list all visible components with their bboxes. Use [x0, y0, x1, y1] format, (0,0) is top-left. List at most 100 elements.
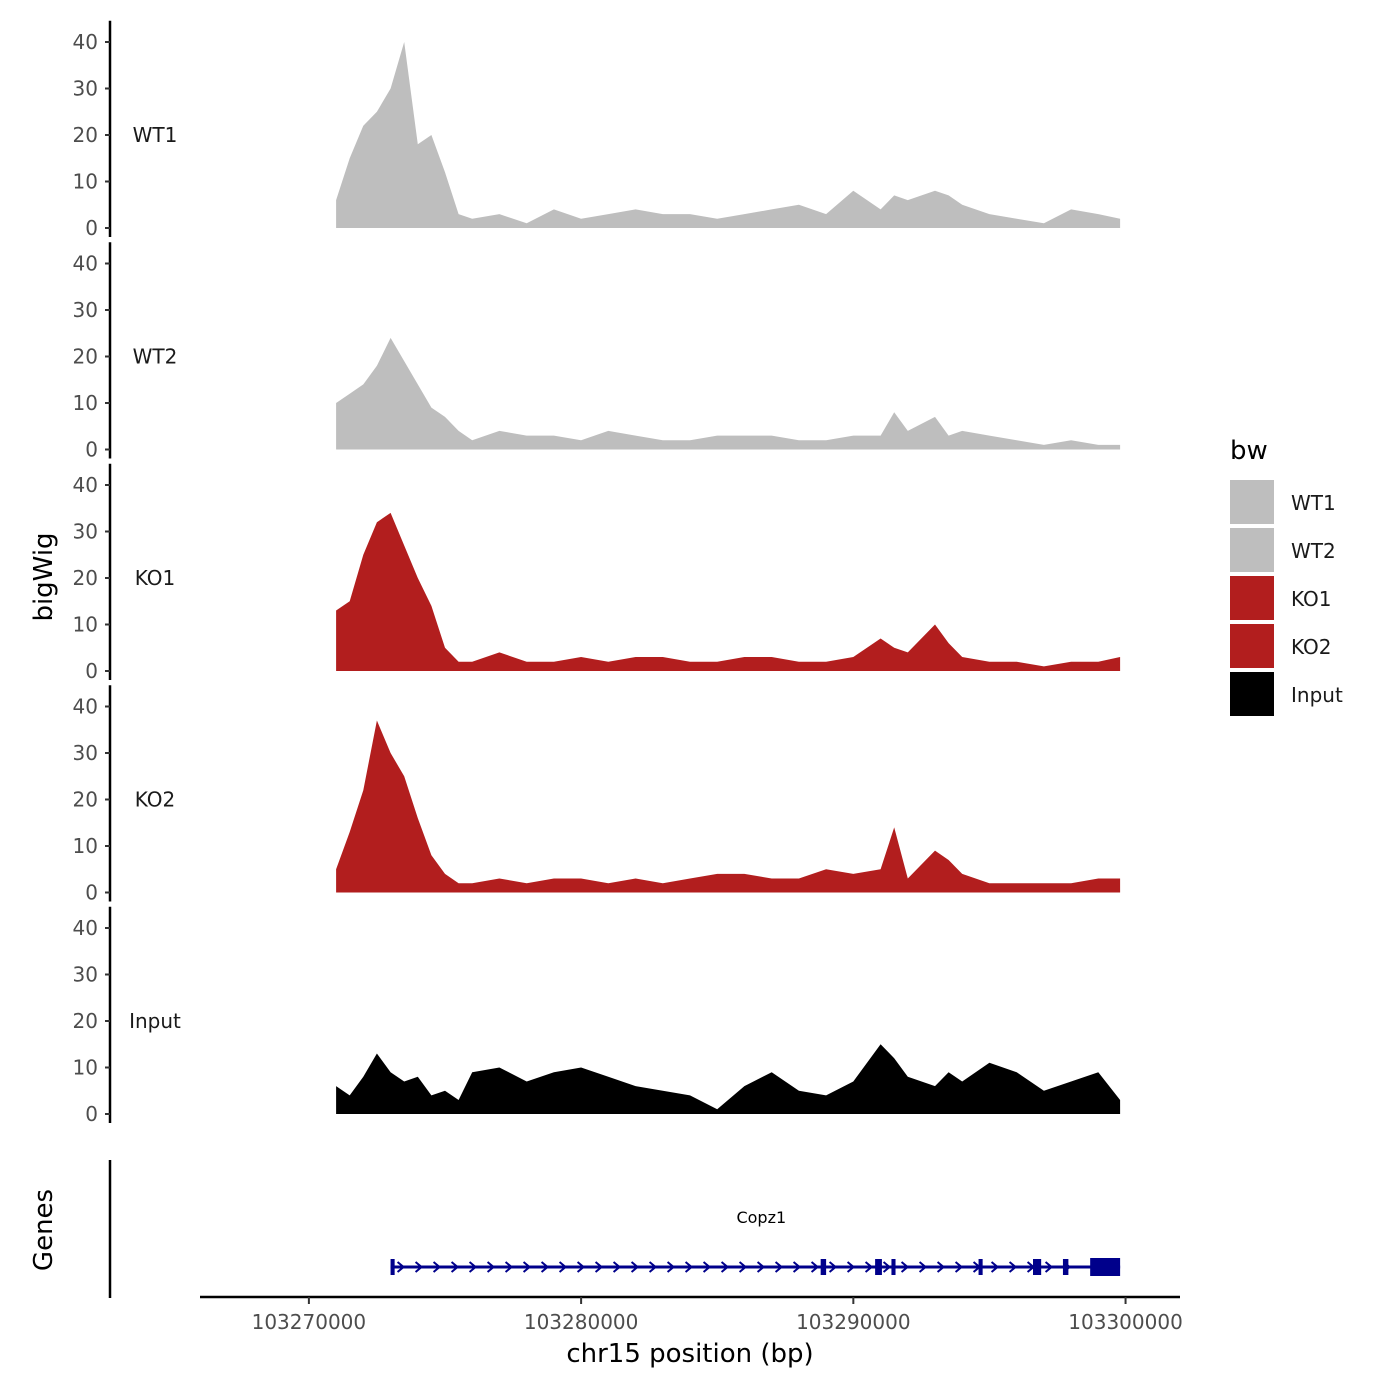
area-ko2	[336, 720, 1121, 893]
strand-arrow	[1044, 1261, 1054, 1273]
x-tick-label: 103280000	[524, 1310, 639, 1334]
y-tick-label: 10	[73, 1056, 98, 1080]
exon	[875, 1259, 882, 1275]
strand-arrow	[882, 1261, 892, 1273]
legend-item-wt2: WT2	[1230, 528, 1336, 572]
area-wt1	[336, 42, 1121, 228]
strand-arrow	[468, 1261, 478, 1273]
strand-arrow	[576, 1261, 586, 1273]
genes-axis-title: Genes	[29, 1189, 59, 1271]
y-tick-label: 0	[85, 881, 98, 905]
x-axis: 103270000 103280000 103290000 103300000	[200, 1295, 1183, 1334]
y-tick-label: 0	[85, 1102, 98, 1126]
x-axis-title: chr15 position (bp)	[566, 1339, 813, 1369]
strand-arrow	[558, 1261, 568, 1273]
legend-title: bw	[1230, 436, 1268, 466]
y-tick-label: 40	[73, 695, 98, 719]
track-label-input: Input	[129, 1009, 181, 1033]
x-tick-label: 103300000	[1068, 1310, 1183, 1334]
strand-arrow	[504, 1261, 514, 1273]
track-label-ko1: KO1	[135, 566, 176, 590]
track-ko2: 0 10 20 30 40 KO2	[73, 685, 1121, 905]
y-tick-label: 0	[85, 438, 98, 462]
strand-arrow	[702, 1261, 712, 1273]
exon	[891, 1259, 896, 1275]
y-tick-label: 30	[73, 963, 98, 987]
y-tick-label: 20	[73, 123, 98, 147]
exon	[1033, 1259, 1042, 1275]
legend-label: KO1	[1291, 587, 1332, 611]
strand-arrow	[522, 1261, 532, 1273]
strand-arrow	[540, 1261, 550, 1273]
area-ko1	[336, 512, 1121, 671]
strand-arrow	[396, 1261, 406, 1273]
strand-arrow	[918, 1261, 928, 1273]
track-wt1: 0 10 20 30 40 WT1	[73, 20, 1121, 240]
strand-arrow	[666, 1261, 676, 1273]
legend-label: Input	[1291, 683, 1343, 707]
x-tick-label: 103290000	[796, 1310, 911, 1334]
legend-swatch	[1230, 576, 1274, 620]
strand-arrow	[594, 1261, 604, 1273]
legend: bw WT1 WT2 KO1 KO2 Input	[1230, 436, 1343, 716]
exon	[1090, 1258, 1121, 1276]
legend-swatch	[1230, 624, 1274, 668]
track-ko1: 0 10 20 30 40 KO1	[73, 463, 1121, 683]
exon	[978, 1259, 983, 1275]
x-tick-label: 103270000	[252, 1310, 367, 1334]
strand-arrow	[486, 1261, 496, 1273]
gene-copz1: Copz1	[390, 1208, 1121, 1276]
legend-item-ko2: KO2	[1230, 624, 1332, 668]
y-tick-label: 10	[73, 613, 98, 637]
legend-item-wt1: WT1	[1230, 480, 1336, 524]
track-panels: 0 10 20 30 40 WT1 0 10 20 30 40 WT2 0 10 20 30 40 KO1 0 10 2…	[73, 20, 1121, 1126]
track-wt2: 0 10 20 30 40 WT2	[73, 242, 1121, 462]
area-input	[336, 1044, 1121, 1114]
legend-label: WT2	[1291, 539, 1336, 563]
y-tick-label: 10	[73, 834, 98, 858]
strand-arrow	[774, 1261, 784, 1273]
exon	[820, 1259, 827, 1275]
y-tick-label: 30	[73, 298, 98, 322]
track-label-ko2: KO2	[135, 788, 176, 812]
area-wt2	[336, 337, 1121, 450]
y-tick-label: 0	[85, 216, 98, 240]
strand-arrow	[846, 1261, 856, 1273]
strand-arrow	[630, 1261, 640, 1273]
legend-swatch	[1230, 480, 1274, 524]
y-axis-title: bigWig	[29, 532, 59, 621]
y-tick-label: 40	[73, 30, 98, 54]
y-tick-label: 30	[73, 520, 98, 544]
y-tick-label: 20	[73, 345, 98, 369]
y-tick-label: 20	[73, 1009, 98, 1033]
strand-arrow	[900, 1261, 910, 1273]
strand-arrow	[954, 1261, 964, 1273]
strand-arrow	[756, 1261, 766, 1273]
legend-swatch	[1230, 528, 1274, 572]
y-tick-label: 10	[73, 170, 98, 194]
strand-arrow	[612, 1261, 622, 1273]
strand-arrow	[792, 1261, 802, 1273]
track-label-wt1: WT1	[133, 123, 178, 147]
strand-arrow	[432, 1261, 442, 1273]
strand-arrow	[1008, 1261, 1018, 1273]
exon	[1062, 1259, 1069, 1275]
legend-label: KO2	[1291, 635, 1332, 659]
y-tick-label: 40	[73, 473, 98, 497]
strand-arrow	[936, 1261, 946, 1273]
y-tick-label: 20	[73, 566, 98, 590]
strand-arrow	[828, 1261, 838, 1273]
y-tick-label: 20	[73, 788, 98, 812]
y-tick-label: 40	[73, 252, 98, 276]
gene-label: Copz1	[736, 1208, 786, 1227]
strand-arrow	[648, 1261, 658, 1273]
strand-arrow	[864, 1261, 874, 1273]
legend-item-ko1: KO1	[1230, 576, 1332, 620]
genes-panel: Copz1	[108, 1160, 1121, 1298]
strand-arrow	[450, 1261, 460, 1273]
y-tick-label: 30	[73, 77, 98, 101]
track-input: 0 10 20 30 40 Input	[73, 906, 1121, 1126]
y-tick-label: 10	[73, 391, 98, 415]
strand-arrow	[720, 1261, 730, 1273]
